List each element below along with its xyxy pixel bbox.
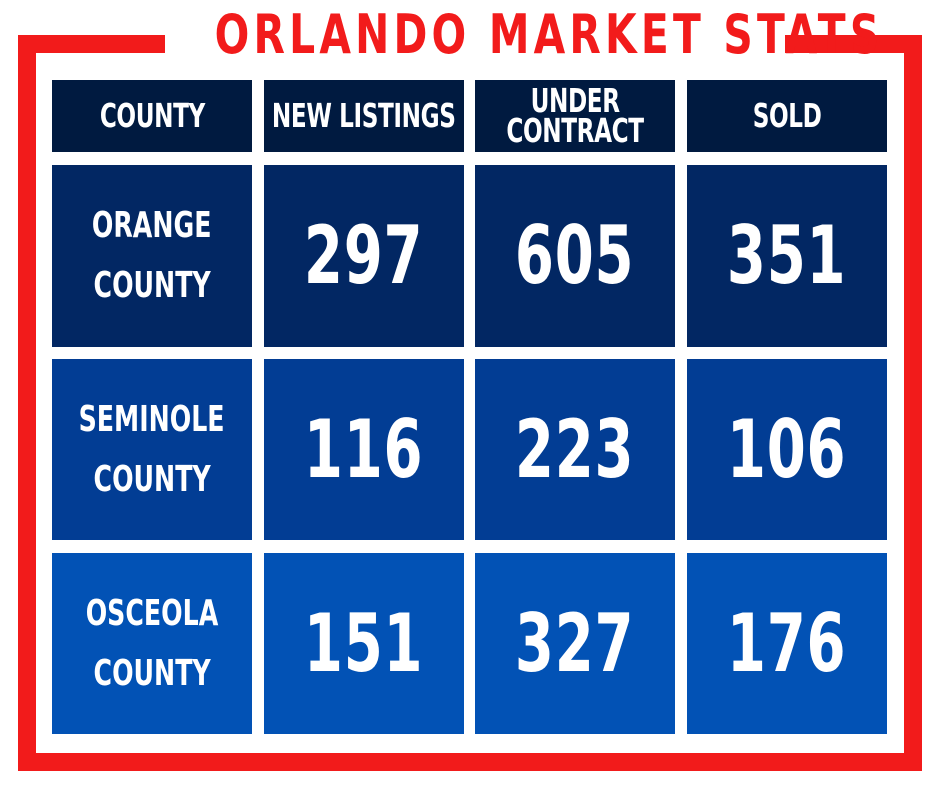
stat-value: 605 (515, 209, 635, 302)
header-county: COUNTY (52, 80, 252, 152)
stat-value: 223 (515, 402, 635, 496)
osceola-under-contract: 327 (475, 553, 675, 734)
seminole-under-contract: 223 (475, 359, 675, 540)
county-name-line2: COUNTY (93, 458, 211, 500)
stat-value: 106 (727, 402, 847, 496)
title-banner: ORLANDO MARKET STATS (165, 0, 884, 70)
header-under-contract-line1: UNDER (530, 81, 620, 120)
seminole-new-listings: 116 (264, 359, 464, 540)
county-name-line1: SEMINOLE (79, 398, 225, 440)
county-name-line2: COUNTY (93, 265, 211, 306)
stat-value: 327 (515, 596, 635, 690)
stat-value: 116 (304, 402, 424, 496)
county-name-line2: COUNTY (93, 652, 211, 694)
seminole-sold: 106 (687, 359, 887, 540)
row-orange-county-name: ORANGE COUNTY (52, 165, 252, 347)
header-under-contract-line2: CONTRACT (506, 111, 644, 150)
header-sold-label: SOLD (752, 96, 822, 135)
stat-value: 297 (304, 209, 424, 302)
header-new-listings-label: NEW LISTINGS (272, 96, 456, 135)
osceola-sold: 176 (687, 553, 887, 734)
orange-new-listings: 297 (264, 165, 464, 347)
header-under-contract: UNDER CONTRACT (475, 80, 675, 152)
county-name-line1: ORANGE (92, 205, 212, 246)
osceola-new-listings: 151 (264, 553, 464, 734)
header-sold: SOLD (687, 80, 887, 152)
stat-value: 351 (727, 209, 847, 302)
row-osceola-county-name: OSCEOLA COUNTY (52, 553, 252, 734)
row-seminole-county-name: SEMINOLE COUNTY (52, 359, 252, 540)
orange-under-contract: 605 (475, 165, 675, 347)
orange-sold: 351 (687, 165, 887, 347)
page-title: ORLANDO MARKET STATS (214, 3, 884, 66)
county-name-line1: OSCEOLA (85, 592, 219, 634)
header-new-listings: NEW LISTINGS (264, 80, 464, 152)
stat-value: 151 (304, 596, 424, 690)
header-county-label: COUNTY (99, 96, 205, 135)
stat-value: 176 (727, 596, 847, 690)
